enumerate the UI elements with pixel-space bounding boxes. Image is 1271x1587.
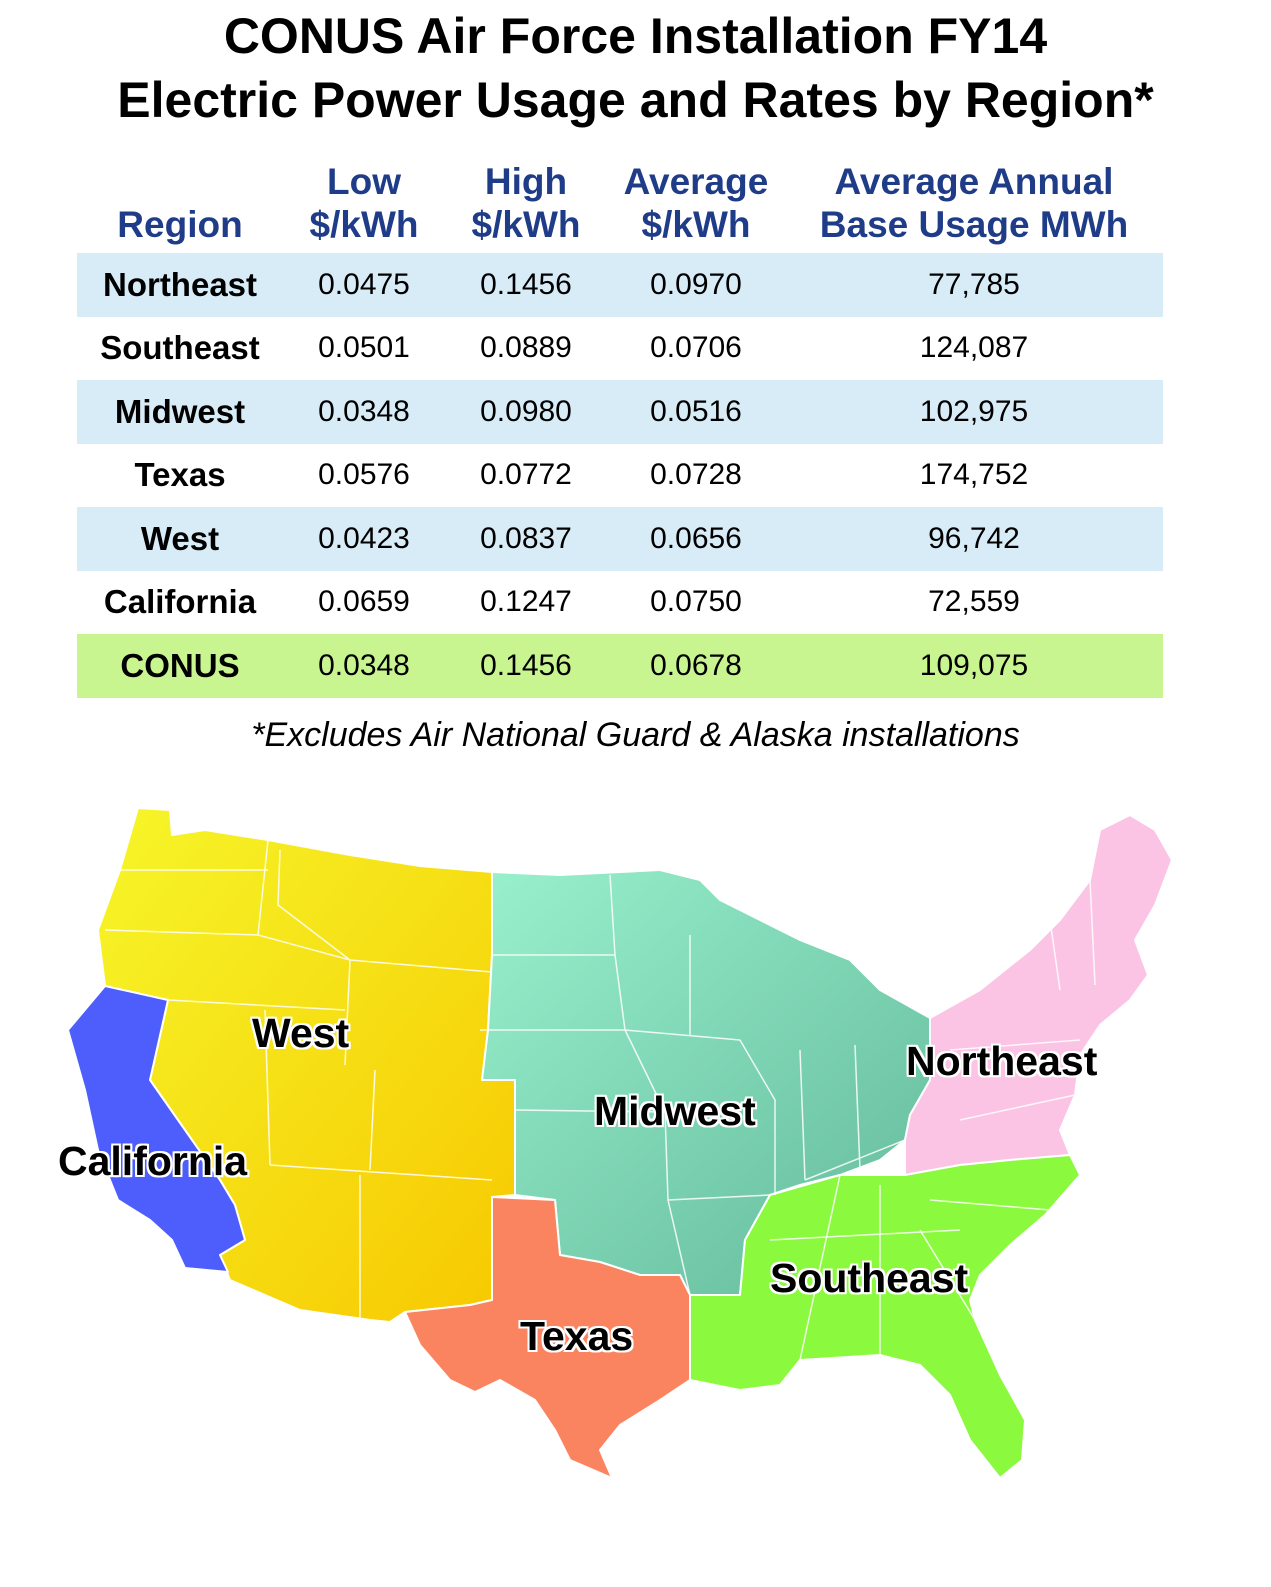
label-midwest: Midwest — [594, 1088, 756, 1134]
cell-region: Southeast — [100, 329, 260, 367]
cell-average: 0.0706 — [650, 331, 742, 365]
cell-region: Texas — [134, 456, 226, 494]
cell-low: 0.0348 — [283, 380, 445, 444]
cell-low: 0.0576 — [318, 458, 410, 492]
page-title: CONUS Air Force Installation FY14 Electr… — [0, 4, 1271, 132]
cell-usage: 102,975 — [785, 380, 1163, 444]
cell-high: 0.0837 — [445, 507, 607, 571]
cell-usage: 72,559 — [928, 585, 1020, 619]
label-california: California — [58, 1138, 248, 1184]
california-region — [67, 985, 246, 1273]
table-row: Northeast 0.0475 0.1456 0.0970 77,785 — [77, 253, 1163, 317]
cell-average: 0.0750 — [650, 585, 742, 619]
cell-high: 0.0889 — [480, 331, 572, 365]
cell-region: West — [77, 507, 283, 571]
label-southeast: Southeast — [770, 1255, 969, 1301]
label-texas: Texas — [520, 1313, 634, 1359]
title-line-2: Electric Power Usage and Rates by Region… — [117, 72, 1154, 128]
cell-usage: 77,785 — [785, 253, 1163, 317]
cell-high: 0.1247 — [480, 585, 572, 619]
header-region: Region — [117, 204, 243, 245]
table-row: Midwest 0.0348 0.0980 0.0516 102,975 — [77, 380, 1163, 444]
footnote: *Excludes Air National Guard & Alaska in… — [251, 716, 1020, 754]
cell-average: 0.0970 — [607, 253, 785, 317]
title-line-1: CONUS Air Force Installation FY14 — [223, 8, 1048, 64]
header-low-rate: Low $/kWh — [309, 161, 419, 245]
cell-high: 0.0980 — [445, 380, 607, 444]
table-header-row: Region Low $/kWh High $/kWh Average $/kWh A… — [77, 160, 1163, 253]
state-borders — [104, 839, 1096, 1361]
label-west: West — [252, 1010, 350, 1056]
cell-region: CONUS — [77, 634, 283, 698]
texas-region — [404, 1196, 691, 1479]
cell-region: California — [103, 583, 257, 621]
cell-average: 0.0516 — [607, 380, 785, 444]
cell-usage: 109,075 — [785, 634, 1163, 698]
table-row: Texas 0.0576 0.0772 0.0728 174,752 — [77, 444, 1163, 508]
table-row: West 0.0423 0.0837 0.0656 96,742 — [77, 507, 1163, 571]
cell-average: 0.0728 — [650, 458, 742, 492]
table-row: California 0.0659 0.1247 0.0750 72,559 — [77, 571, 1163, 635]
header-average-rate: Average $/kWh — [623, 161, 769, 245]
table-row-total: CONUS 0.0348 0.1456 0.0678 109,075 — [77, 634, 1163, 698]
cell-low: 0.0423 — [283, 507, 445, 571]
cell-low: 0.0348 — [283, 634, 445, 698]
cell-usage: 96,742 — [785, 507, 1163, 571]
cell-low: 0.0475 — [283, 253, 445, 317]
cell-average: 0.0656 — [607, 507, 785, 571]
header-annual-usage: Average Annual Base Usage MWh — [819, 161, 1129, 245]
northeast-region — [904, 814, 1173, 1176]
header-high-rate: High $/kWh — [471, 161, 581, 245]
cell-high: 0.0772 — [480, 458, 572, 492]
cell-region: Midwest — [77, 380, 283, 444]
cell-average: 0.0678 — [607, 634, 785, 698]
label-northeast: Northeast — [906, 1038, 1098, 1084]
cell-high: 0.1456 — [445, 253, 607, 317]
cell-usage: 174,752 — [919, 458, 1029, 492]
table-row: Southeast 0.0501 0.0889 0.0706 124,087 — [77, 317, 1163, 381]
rates-table-container: Region Low $/kWh High $/kWh Average $/kWh A… — [77, 160, 1163, 698]
west-region — [97, 807, 516, 1323]
rates-table: Region Low $/kWh High $/kWh Average $/kWh A… — [77, 160, 1163, 698]
cell-usage: 124,087 — [919, 331, 1029, 365]
cell-high: 0.1456 — [445, 634, 607, 698]
cell-low: 0.0659 — [318, 585, 410, 619]
cell-region: Northeast — [77, 253, 283, 317]
cell-low: 0.0501 — [318, 331, 410, 365]
